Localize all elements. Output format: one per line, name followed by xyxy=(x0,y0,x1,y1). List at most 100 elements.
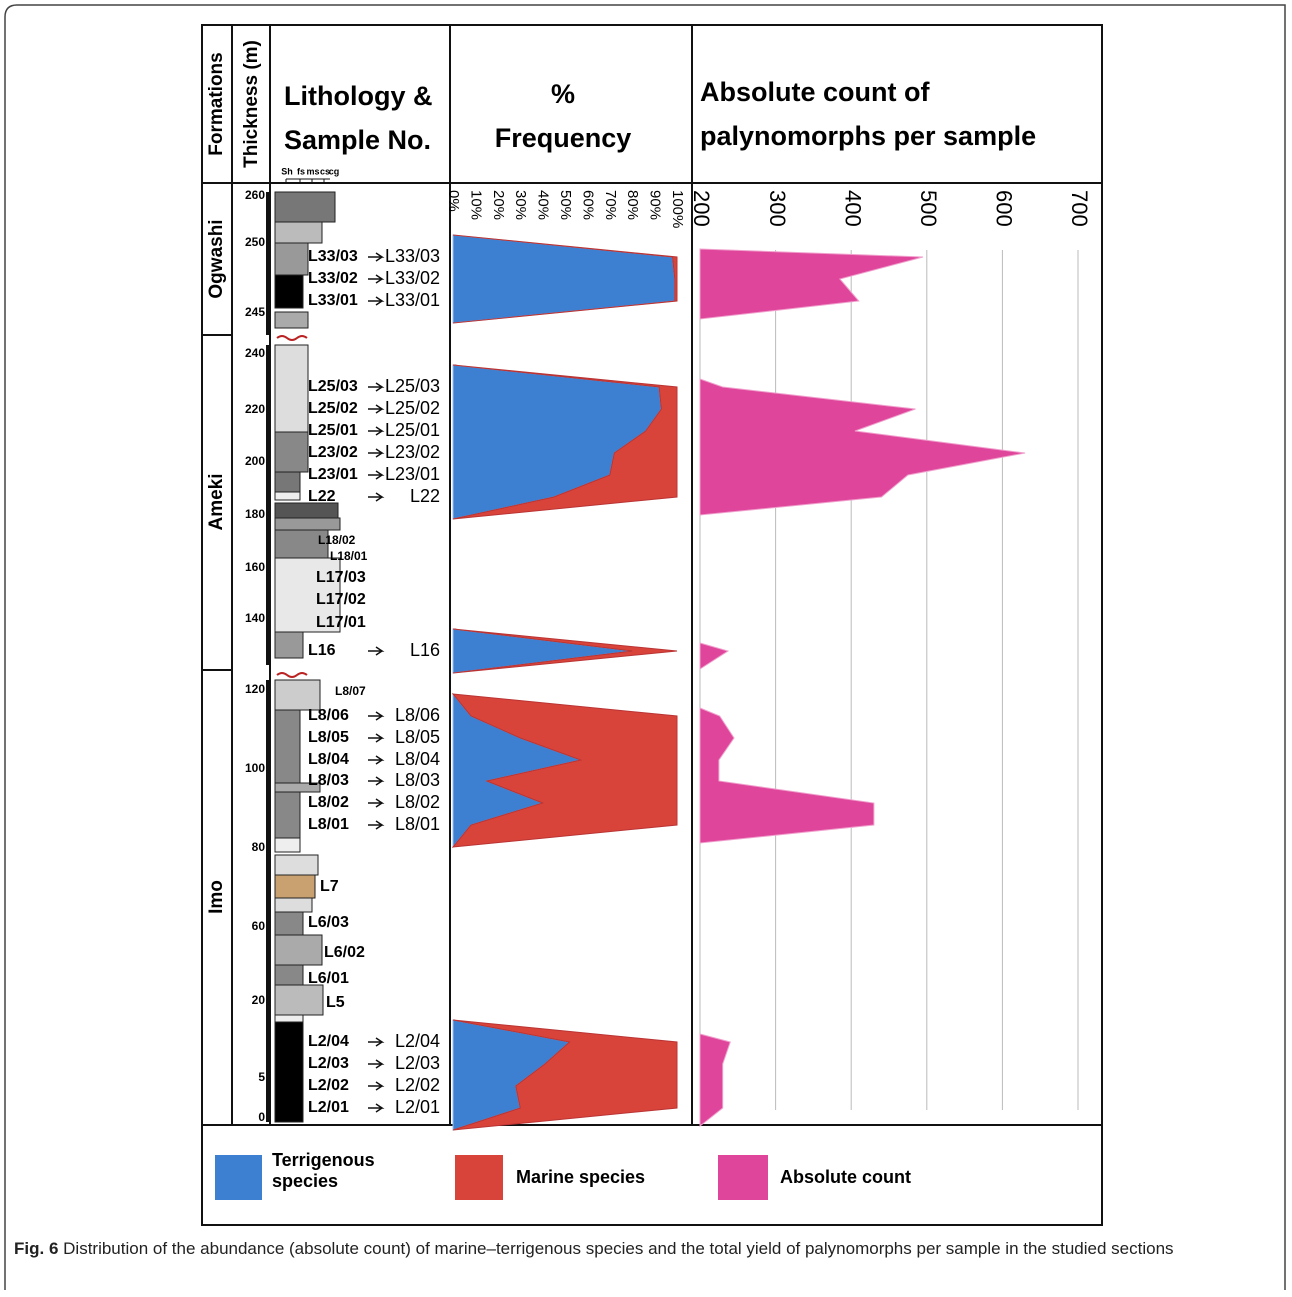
sample-arrow xyxy=(368,1038,382,1046)
sample-label: L33/01 xyxy=(308,292,358,309)
sample-arrow xyxy=(368,297,382,305)
count-area xyxy=(700,643,728,669)
count-header: palynomorphs per sample xyxy=(700,121,1036,151)
lithology-bed xyxy=(275,838,300,852)
sample-label: L2/01 xyxy=(308,1099,349,1116)
legend-swatch xyxy=(718,1155,768,1200)
sample-arrow xyxy=(368,1104,382,1112)
sample-label: L23/01 xyxy=(385,464,440,484)
sample-arrow xyxy=(368,777,382,785)
sample-arrow xyxy=(368,1082,382,1090)
sample-label: L5 xyxy=(326,994,345,1011)
sample-label: L25/03 xyxy=(385,376,440,396)
sample-label: L22 xyxy=(410,486,440,506)
thickness-tick-label: 250 xyxy=(245,235,265,249)
thickness-header: Thickness (m) xyxy=(241,40,262,168)
lithology-bed xyxy=(275,1022,303,1122)
sample-arrow xyxy=(368,1060,382,1068)
x-tick-label: 80% xyxy=(624,190,641,220)
sample-label: L17/01 xyxy=(316,614,366,631)
thickness-tick-label: 245 xyxy=(245,305,265,319)
terrigenous-area xyxy=(453,235,675,323)
sample-label: L8/01 xyxy=(308,816,349,833)
lithology-bed xyxy=(275,935,322,965)
lithology-bed xyxy=(275,1015,303,1022)
sample-arrow xyxy=(368,647,382,655)
sample-arrow xyxy=(368,383,382,391)
sample-label: L25/01 xyxy=(385,420,440,440)
sample-label: L16 xyxy=(308,642,336,659)
thickness-tick-label: 120 xyxy=(245,682,265,696)
sample-arrow xyxy=(368,756,382,764)
sample-label: L25/02 xyxy=(385,398,440,418)
thickness-tick-label: 240 xyxy=(245,346,265,360)
x-tick-label: 90% xyxy=(647,190,664,220)
lithology-bed xyxy=(275,912,303,935)
thickness-bar xyxy=(266,192,269,335)
lithology-bed xyxy=(275,855,318,875)
x2-tick-label: 200 xyxy=(689,190,714,227)
formation-label: Ogwashi xyxy=(206,219,227,298)
legend-swatch xyxy=(215,1155,262,1200)
sample-label: L25/03 xyxy=(308,378,358,395)
sample-label: L8/03 xyxy=(395,770,440,790)
lithology-bed xyxy=(275,518,340,530)
x2-tick-label: 700 xyxy=(1067,190,1092,227)
frequency-header: % xyxy=(551,79,575,109)
x-tick-label: 30% xyxy=(512,190,529,220)
sample-label: L33/02 xyxy=(308,270,358,287)
sample-label: L8/06 xyxy=(395,705,440,725)
sample-label: L2/02 xyxy=(395,1075,440,1095)
formation-label: Ameki xyxy=(206,473,227,530)
sample-label: L17/03 xyxy=(316,569,366,586)
sample-label: L2/03 xyxy=(395,1053,440,1073)
lithology-bed xyxy=(275,898,312,912)
count-area xyxy=(700,708,874,843)
formation-label: Imo xyxy=(206,880,227,914)
grain-size-label: cg xyxy=(329,166,340,176)
sample-arrow xyxy=(368,427,382,435)
sample-label: L25/02 xyxy=(308,400,358,417)
legend-label: Marine species xyxy=(516,1167,696,1188)
lithology-bed xyxy=(275,492,300,500)
lithology-header: Lithology & xyxy=(284,81,432,111)
lithology-bed xyxy=(275,965,303,985)
page: Formations Thickness (m) Lithology & Sam… xyxy=(0,0,1292,1297)
sample-label: L6/03 xyxy=(308,914,349,931)
sample-arrow xyxy=(368,253,382,261)
sample-label: L2/04 xyxy=(395,1031,440,1051)
formations-header: Formations xyxy=(206,52,227,155)
sample-label: L8/07 xyxy=(335,684,366,698)
thickness-tick-label: 60 xyxy=(252,919,266,933)
sample-label: L6/02 xyxy=(324,944,365,961)
thickness-tick-label: 160 xyxy=(245,560,265,574)
sample-arrow xyxy=(368,712,382,720)
sample-label: L2/02 xyxy=(308,1077,349,1094)
sample-label: L8/04 xyxy=(395,749,440,769)
sample-arrow xyxy=(368,799,382,807)
x2-tick-label: 400 xyxy=(840,190,865,227)
thickness-tick-label: 140 xyxy=(245,611,265,625)
lithology-bed xyxy=(275,985,323,1015)
thickness-tick-label: 180 xyxy=(245,507,265,521)
lithology-bed xyxy=(275,275,303,308)
lithology-bed xyxy=(275,222,322,243)
sample-label: L8/05 xyxy=(395,727,440,747)
sample-label: L8/04 xyxy=(308,751,349,768)
sample-label: L33/01 xyxy=(385,290,440,310)
x-tick-label: 100% xyxy=(669,190,686,228)
sample-label: L2/04 xyxy=(308,1033,349,1050)
sample-label: L8/06 xyxy=(308,707,349,724)
sample-label: L22 xyxy=(308,488,336,505)
sample-arrow xyxy=(368,275,382,283)
thickness-tick-label: 260 xyxy=(245,188,265,202)
x-tick-label: 70% xyxy=(602,190,619,220)
sample-arrow xyxy=(368,493,382,501)
caption-text: Distribution of the abundance (absolute … xyxy=(63,1239,1173,1258)
sample-label: L16 xyxy=(410,640,440,660)
thickness-tick-label: 20 xyxy=(252,993,266,1007)
sample-label: L25/01 xyxy=(308,422,358,439)
lithology-bed xyxy=(275,503,338,518)
thickness-bar xyxy=(266,680,269,1122)
lithology-bed xyxy=(275,710,300,840)
